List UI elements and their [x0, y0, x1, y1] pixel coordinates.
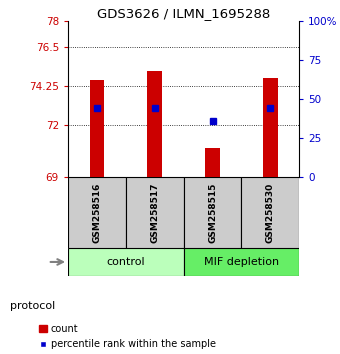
Bar [241, 177, 299, 248]
Text: control: control [106, 257, 145, 267]
Bar [68, 248, 184, 276]
Text: protocol: protocol [10, 301, 55, 311]
Bar [68, 177, 126, 248]
Bar [205, 148, 220, 177]
Text: GSM258517: GSM258517 [150, 182, 159, 242]
Text: MIF depletion: MIF depletion [204, 257, 279, 267]
Text: GSM258516: GSM258516 [92, 182, 101, 242]
Bar [263, 78, 277, 177]
Bar [184, 248, 299, 276]
Bar [148, 70, 162, 177]
Text: GSM258515: GSM258515 [208, 182, 217, 242]
Bar [126, 177, 184, 248]
Title: GDS3626 / ILMN_1695288: GDS3626 / ILMN_1695288 [97, 7, 270, 20]
Legend: count, percentile rank within the sample: count, percentile rank within the sample [39, 324, 216, 349]
Bar [90, 80, 104, 177]
Text: GSM258530: GSM258530 [266, 182, 275, 242]
Bar [184, 177, 241, 248]
